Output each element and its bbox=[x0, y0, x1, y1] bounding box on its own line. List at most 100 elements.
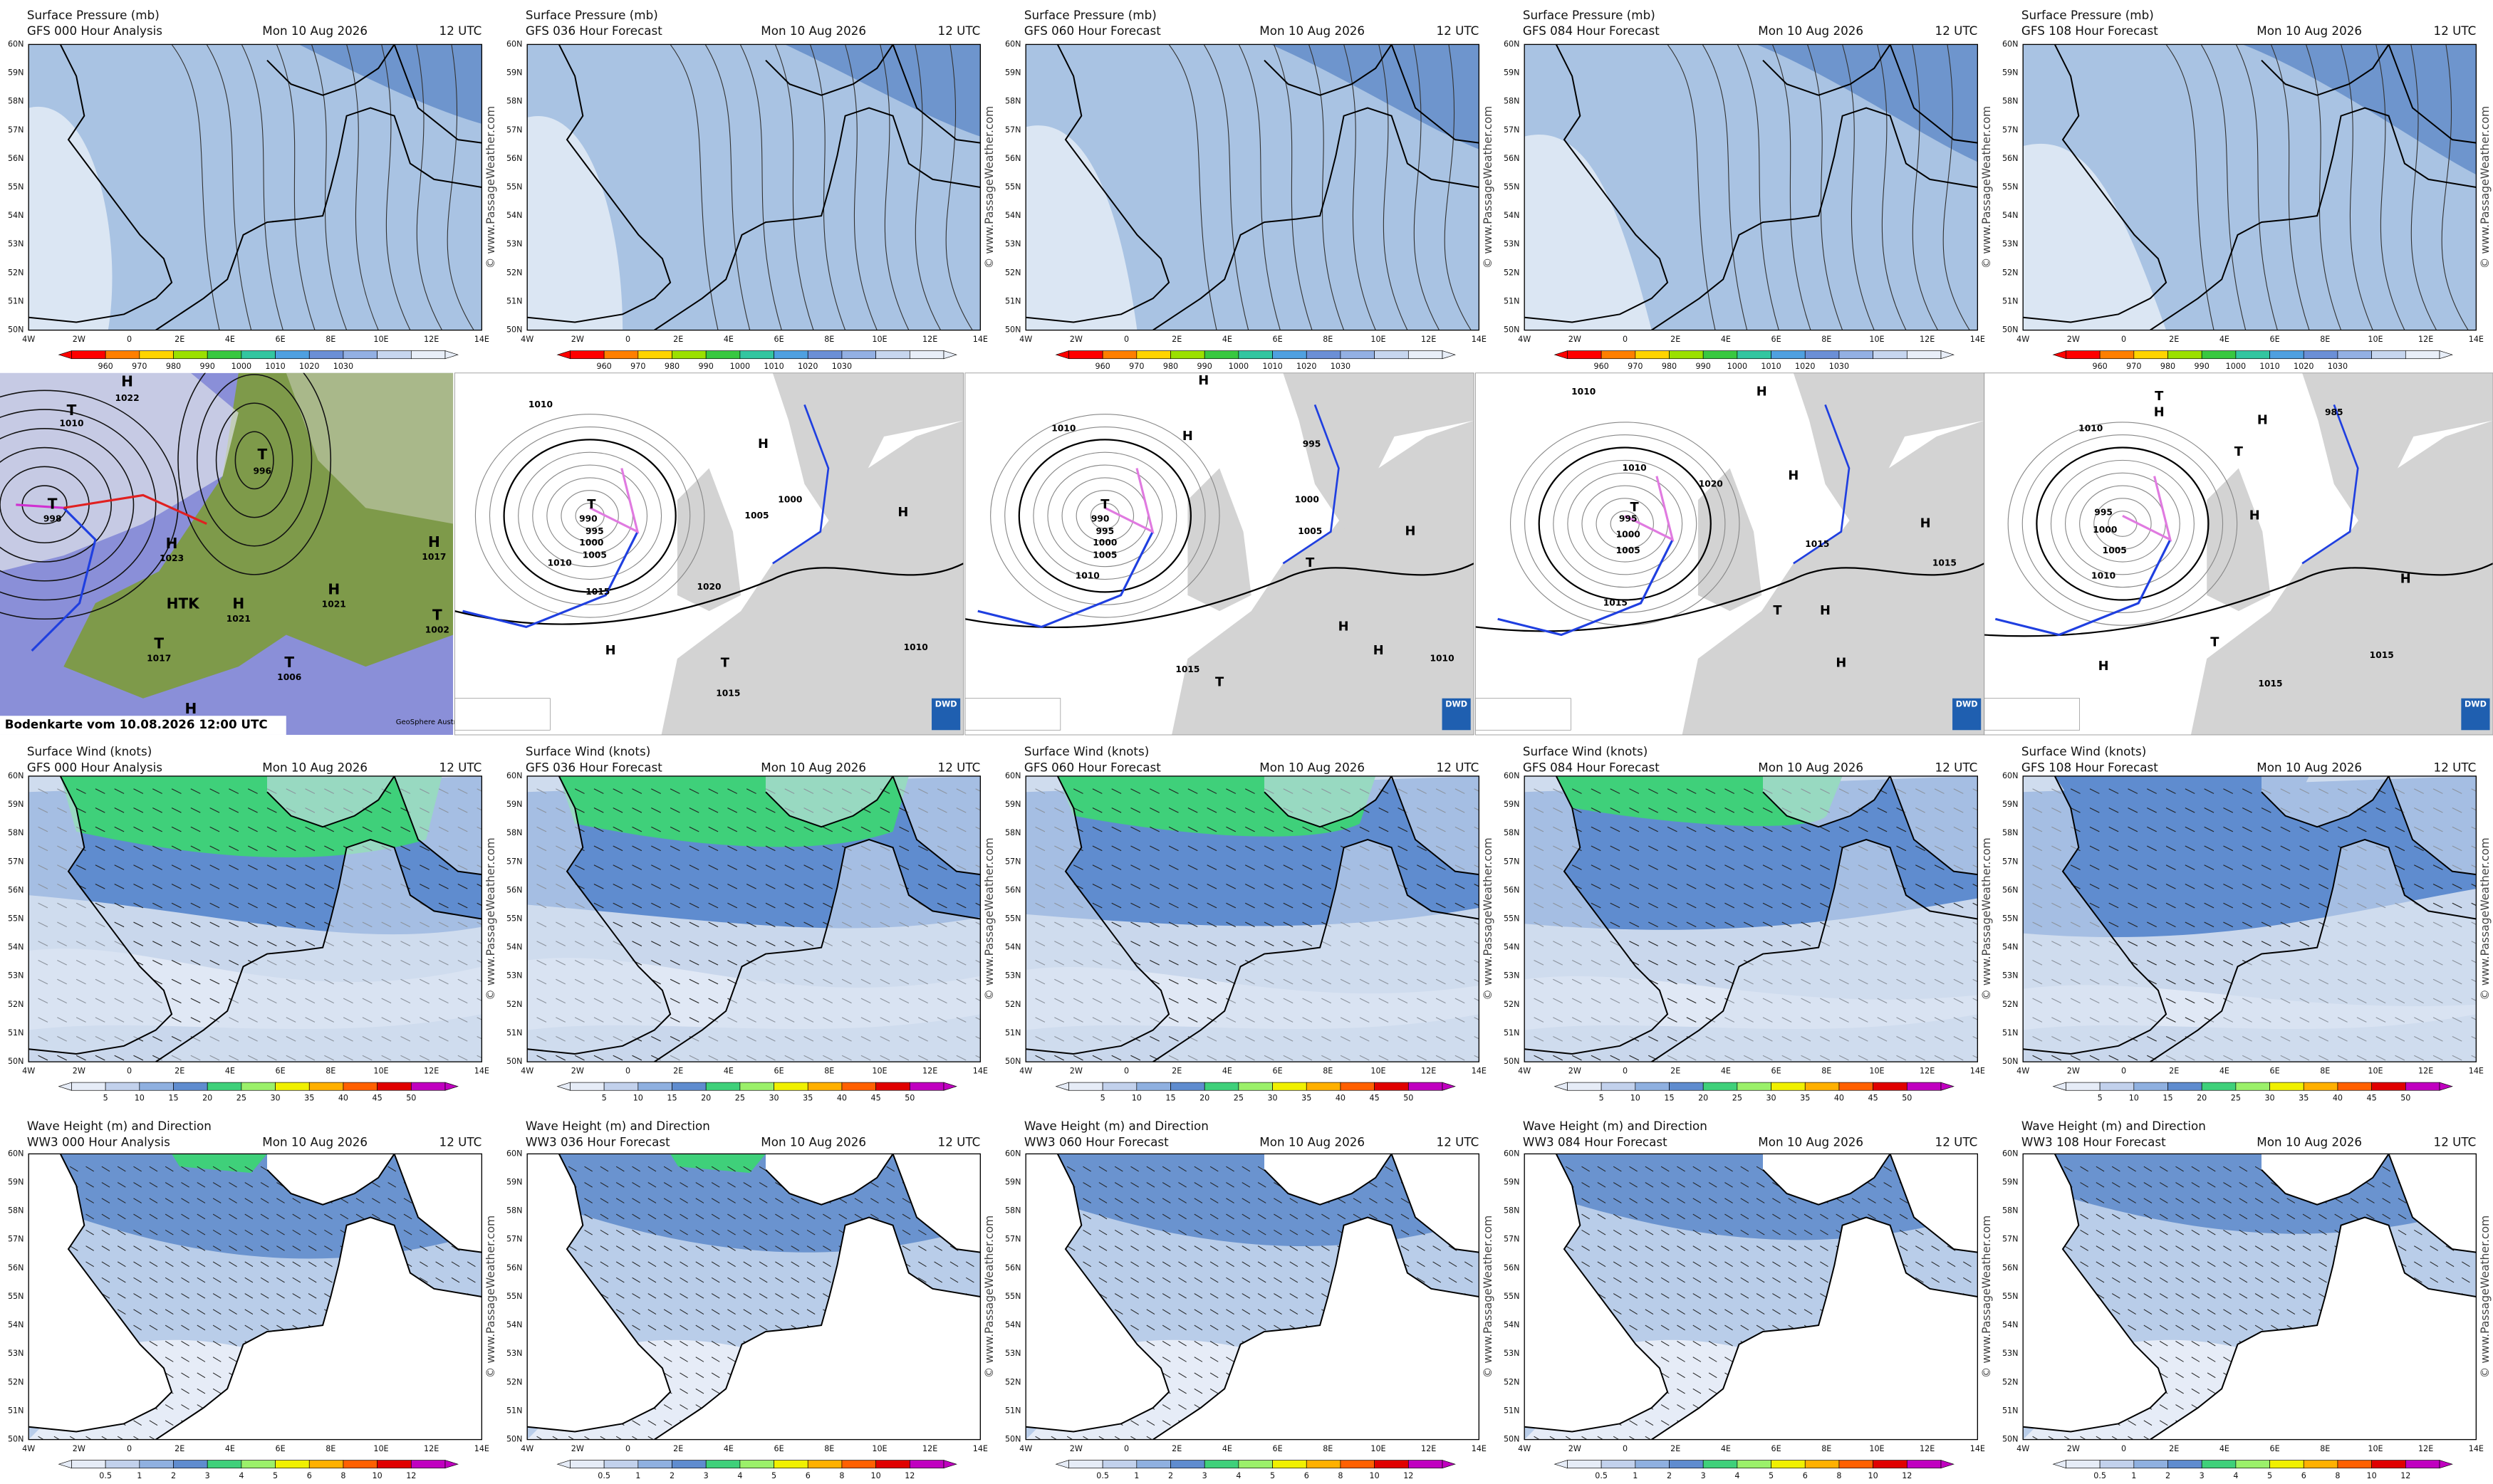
latitude-label: 52N bbox=[506, 1377, 523, 1386]
wind-barb bbox=[229, 826, 239, 832]
colorbar-cell bbox=[570, 1460, 605, 1469]
colorbar-cell bbox=[1204, 1460, 1239, 1469]
wave-arrow bbox=[165, 1245, 174, 1251]
wave-arrow bbox=[615, 1182, 625, 1188]
wind-barb bbox=[593, 864, 604, 870]
longitude-label: 12E bbox=[2418, 335, 2433, 344]
latitude-label: 52N bbox=[1504, 1377, 1520, 1386]
wind-barb bbox=[1667, 941, 1677, 946]
wave-arrow bbox=[197, 1213, 206, 1220]
wave-arrow bbox=[149, 1309, 158, 1315]
wind-barb bbox=[2223, 941, 2234, 946]
wave-arrow bbox=[212, 1245, 222, 1251]
panel-time: 12 UTC bbox=[1935, 1134, 1978, 1149]
coastline bbox=[1026, 1154, 1170, 1433]
wave-arrow bbox=[244, 1261, 254, 1268]
wave-arrow bbox=[584, 1182, 593, 1188]
latitude-label: 59N bbox=[506, 1178, 523, 1187]
land bbox=[1763, 775, 1890, 827]
colorbar-cell bbox=[1102, 1082, 1138, 1091]
isobar bbox=[1737, 44, 1779, 330]
wave-arrow bbox=[2445, 1245, 2455, 1251]
wind-barb bbox=[1398, 826, 1408, 832]
wind-barb bbox=[286, 864, 296, 870]
wave-arrow bbox=[1194, 1324, 1203, 1331]
longitude-label: 2W bbox=[1568, 335, 1581, 344]
wave-arrow bbox=[647, 1420, 657, 1426]
wave-arrow bbox=[680, 1372, 688, 1379]
wave-arrow bbox=[1114, 1182, 1123, 1188]
wave-arrow bbox=[1597, 1261, 1606, 1268]
isobar bbox=[1806, 44, 1843, 330]
latitude-label: 51N bbox=[506, 1028, 523, 1038]
wind-barb bbox=[305, 941, 316, 946]
wave-arrow bbox=[647, 1166, 657, 1172]
wind-barb bbox=[1226, 845, 1237, 852]
colorbar-label: 8 bbox=[340, 1471, 345, 1480]
coastline bbox=[28, 44, 173, 323]
colorbar-cell bbox=[241, 1460, 276, 1469]
longitude-label: 6E bbox=[1771, 335, 1781, 344]
latitude-label: 60N bbox=[1504, 771, 1520, 780]
panel-title: Surface Wind (knots) bbox=[27, 744, 152, 758]
wind-barb bbox=[1130, 902, 1141, 909]
watermark: © www.PassageWeather.com bbox=[1980, 106, 1993, 268]
wind-barb bbox=[1610, 1055, 1620, 1061]
wind-barb bbox=[152, 845, 162, 852]
wave-arrow bbox=[1629, 1277, 1638, 1283]
wave-arrow bbox=[165, 1277, 174, 1283]
colorbar-label: 1020 bbox=[1296, 362, 1316, 371]
wave-arrow bbox=[244, 1182, 254, 1188]
wind-barb bbox=[1781, 941, 1792, 946]
longitude-label: 0 bbox=[2121, 335, 2126, 344]
colorbar-cell bbox=[875, 1460, 910, 1469]
wind-barb bbox=[2108, 921, 2119, 928]
wave-arrow bbox=[229, 1261, 237, 1268]
colorbar-label: 20 bbox=[2197, 1093, 2207, 1102]
coastline bbox=[1264, 775, 1393, 828]
colorbar-cell bbox=[1306, 1082, 1341, 1091]
map-frame bbox=[526, 1153, 982, 1441]
latitude-label: 55N bbox=[1504, 1292, 1520, 1301]
wave-arrow bbox=[2430, 1261, 2439, 1268]
wind-barb bbox=[1801, 902, 1811, 909]
wind-barb bbox=[1591, 788, 1601, 794]
wind-barb bbox=[1762, 845, 1773, 852]
wave-arrow bbox=[711, 1372, 720, 1379]
longitude-label: 8E bbox=[326, 1444, 335, 1453]
colorbar-cell bbox=[275, 350, 310, 360]
latitude-label: 50N bbox=[1504, 1435, 1520, 1444]
wave-arrow bbox=[680, 1404, 688, 1410]
map bbox=[28, 775, 482, 1062]
wave-arrow bbox=[1724, 1324, 1733, 1331]
colorbar-cell bbox=[343, 350, 378, 360]
wave-arrow bbox=[229, 1277, 237, 1283]
wind-barb bbox=[1610, 845, 1620, 852]
wind-barb bbox=[1724, 902, 1735, 909]
wind-barb bbox=[593, 883, 604, 889]
wave-arrow bbox=[387, 1166, 397, 1172]
longitude-label: 4W bbox=[22, 1066, 35, 1075]
wave-arrow bbox=[663, 1372, 672, 1379]
wave-arrow bbox=[1385, 1182, 1394, 1188]
colorbar-label: 15 bbox=[1165, 1093, 1175, 1102]
latitude-label: 55N bbox=[506, 914, 523, 924]
colorbar-label: 35 bbox=[803, 1093, 813, 1102]
wind-barb bbox=[708, 902, 719, 909]
colorbar-cell bbox=[1102, 1460, 1138, 1469]
wind-barb bbox=[1264, 845, 1274, 852]
wave-arrow bbox=[647, 1340, 657, 1347]
wind-barb bbox=[1591, 883, 1601, 889]
wave-arrow bbox=[292, 1213, 301, 1220]
wave-arrow bbox=[918, 1261, 927, 1268]
wave-arrow bbox=[680, 1213, 688, 1220]
colorbar-cell bbox=[739, 1460, 774, 1469]
wind-barb bbox=[1283, 883, 1294, 889]
wave-arrow bbox=[1772, 1277, 1781, 1283]
wave-arrow bbox=[695, 1309, 704, 1315]
wave-arrow bbox=[1851, 1213, 1860, 1220]
wind-barb bbox=[229, 883, 239, 889]
wave-arrow bbox=[632, 1261, 640, 1268]
wave-arrow bbox=[727, 1261, 736, 1268]
wind-barb bbox=[1667, 978, 1677, 985]
